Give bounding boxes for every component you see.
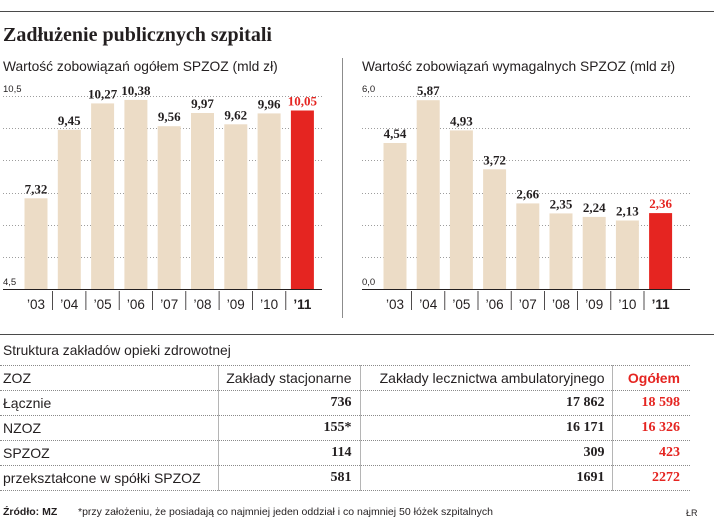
- source-label: Źródło: MZ: [3, 506, 58, 518]
- top-rule: [0, 11, 714, 12]
- chart-right-category-label-5: ’08: [552, 297, 570, 312]
- chart-left-bar-1: [57, 129, 81, 289]
- page-title: Zadłużenie publicznych szpitali: [3, 24, 272, 46]
- chart-left-bar-5: [191, 113, 214, 289]
- chart-right-value-label-0: 4,54: [384, 126, 407, 141]
- chart-left: 7,32 ’03 9,45 ’04 10,27 ’05 10,38 ’06 9,56 ’07 9,9…: [3, 83, 322, 312]
- chart-left-bar-0: [24, 198, 48, 289]
- chart-right-bar-1: [416, 100, 440, 289]
- chart-left-value-label-8: 10,05: [288, 94, 318, 109]
- chart-right-ytick-label-1: 0,0: [362, 277, 375, 288]
- ambulatory-value: 16 171: [359, 415, 612, 441]
- chart-left-value-label-3: 10,38: [121, 83, 151, 98]
- total-value: 18 598: [611, 390, 690, 416]
- table-title: Struktura zakładów opieki zdrowotnej: [3, 343, 231, 358]
- total-value: 16 326: [611, 415, 690, 441]
- footnote: *przy założeniu, że posiadają co najmnie…: [78, 506, 493, 518]
- chart-right-category-label-2: ’05: [452, 297, 470, 312]
- chart-left-ytick-label-0: 10,5: [3, 84, 22, 95]
- chart-right-value-label-7: 2,13: [616, 204, 639, 219]
- chart-right-category-label-1: ’04: [419, 297, 438, 312]
- chart-right-category-label-6: ’09: [585, 297, 603, 312]
- total-value: 2272: [611, 465, 690, 491]
- chart-right-category-label-8: ’11: [652, 297, 671, 312]
- chart-right-value-label-8: 2,36: [649, 196, 672, 211]
- chart-right-value-label-6: 2,24: [583, 200, 606, 215]
- chart-right-category-label-0: ’03: [386, 297, 404, 312]
- chart-left-bar-2: [91, 103, 115, 290]
- ambulatory-value: 309: [359, 440, 612, 466]
- chart-right-bar-5: [549, 213, 573, 289]
- chart-left-bar-8: [290, 110, 314, 289]
- chart-right-value-label-2: 4,93: [450, 113, 473, 128]
- chart-right-category-label-4: ’07: [519, 297, 537, 312]
- chart-left-bar-4: [157, 126, 181, 289]
- chart-right-title: Wartość zobowiązań wymagalnych SPZOZ (ml…: [362, 59, 676, 74]
- zoz-structure-table: ZOZ Zakłady stacjonarne Zakłady lecznict…: [0, 365, 690, 491]
- stationary-value: 155*: [217, 415, 360, 441]
- ambulatory-value: 17 862: [359, 390, 612, 416]
- chart-right-value-label-3: 3,72: [483, 152, 506, 167]
- chart-left-value-label-6: 9,62: [224, 107, 247, 122]
- chart-left-ytick-label-1: 4,5: [3, 277, 16, 288]
- chart-left-category-label-1: ’04: [60, 297, 79, 312]
- chart-left-bar-7: [257, 113, 281, 290]
- table-row: Łącznie 736 17 862 18 598: [0, 390, 690, 416]
- chart-left-category-label-8: ’11: [293, 297, 312, 312]
- author-credit: ŁR: [686, 508, 698, 518]
- row-label: Łącznie: [0, 390, 218, 416]
- chart-left-title: Wartość zobowiązań ogółem SPZOZ (mld zł): [3, 59, 278, 74]
- chart-right-bar-6: [582, 216, 606, 289]
- table-row: NZOZ 155* 16 171 16 326: [0, 415, 690, 441]
- chart-left-bar-3: [124, 99, 148, 290]
- chart-right-category-label-3: ’06: [486, 297, 504, 312]
- row-label: SPZOZ: [0, 440, 218, 466]
- chart-right-value-label-4: 2,66: [516, 186, 539, 201]
- chart-right-value-label-1: 5,87: [417, 83, 440, 98]
- charts-svg: 7,32 ’03 9,45 ’04 10,27 ’05 10,38 ’06 9,56 ’07 9,9…: [0, 58, 714, 335]
- chart-left-category-label-0: ’03: [27, 297, 45, 312]
- chart-right-category-label-7: ’10: [618, 297, 636, 312]
- stationary-value: 114: [217, 440, 360, 466]
- row-label: przekształcone w spółki SPZOZ: [0, 465, 218, 491]
- table-header-row: ZOZ Zakłady stacjonarne Zakłady lecznict…: [0, 365, 690, 391]
- header-ambulatory: Zakłady lecznictwa ambulatoryjnego: [359, 365, 612, 391]
- chart-left-value-label-2: 10,27: [88, 86, 118, 101]
- chart-left-category-label-4: ’07: [160, 297, 178, 312]
- chart-right-bar-0: [383, 143, 407, 289]
- stationary-value: 581: [217, 465, 360, 491]
- header-total: Ogółem: [611, 365, 690, 391]
- table-row: SPZOZ 114 309 423: [0, 440, 690, 466]
- total-value: 423: [611, 440, 690, 466]
- chart-left-value-label-0: 7,32: [25, 181, 48, 196]
- header-zoz: ZOZ: [0, 365, 218, 391]
- chart-left-category-label-5: ’08: [193, 297, 211, 312]
- chart-left-bar-6: [224, 124, 248, 289]
- chart-right-ytick-label-0: 6,0: [362, 84, 375, 95]
- chart-right-bar-2: [449, 130, 473, 289]
- chart-left-category-label-6: ’09: [227, 297, 245, 312]
- row-label: NZOZ: [0, 415, 218, 441]
- chart-left-category-label-7: ’10: [260, 297, 278, 312]
- chart-left-category-label-3: ’06: [127, 297, 145, 312]
- chart-left-value-label-5: 9,97: [191, 96, 214, 111]
- chart-right-bar-7: [615, 220, 639, 289]
- stationary-value: 736: [217, 390, 360, 416]
- header-stationary: Zakłady stacjonarne: [217, 365, 360, 391]
- chart-right-bar-8: [649, 213, 673, 289]
- chart-right-value-label-5: 2,35: [550, 196, 573, 211]
- chart-right-bar-3: [483, 169, 507, 289]
- ambulatory-value: 1691: [359, 465, 612, 491]
- chart-right-bar-4: [516, 203, 540, 289]
- chart-left-value-label-1: 9,45: [58, 113, 81, 128]
- chart-right: 4,54 ’03 5,87 ’04 4,93 ’05 3,72 ’06 2,66 ’07 2,35 ’…: [362, 83, 690, 312]
- chart-left-value-label-7: 9,96: [258, 96, 281, 111]
- table-row: przekształcone w spółki SPZOZ 581 1691 2…: [0, 465, 690, 491]
- chart-left-category-label-2: ’05: [94, 297, 112, 312]
- chart-left-value-label-4: 9,56: [158, 109, 181, 124]
